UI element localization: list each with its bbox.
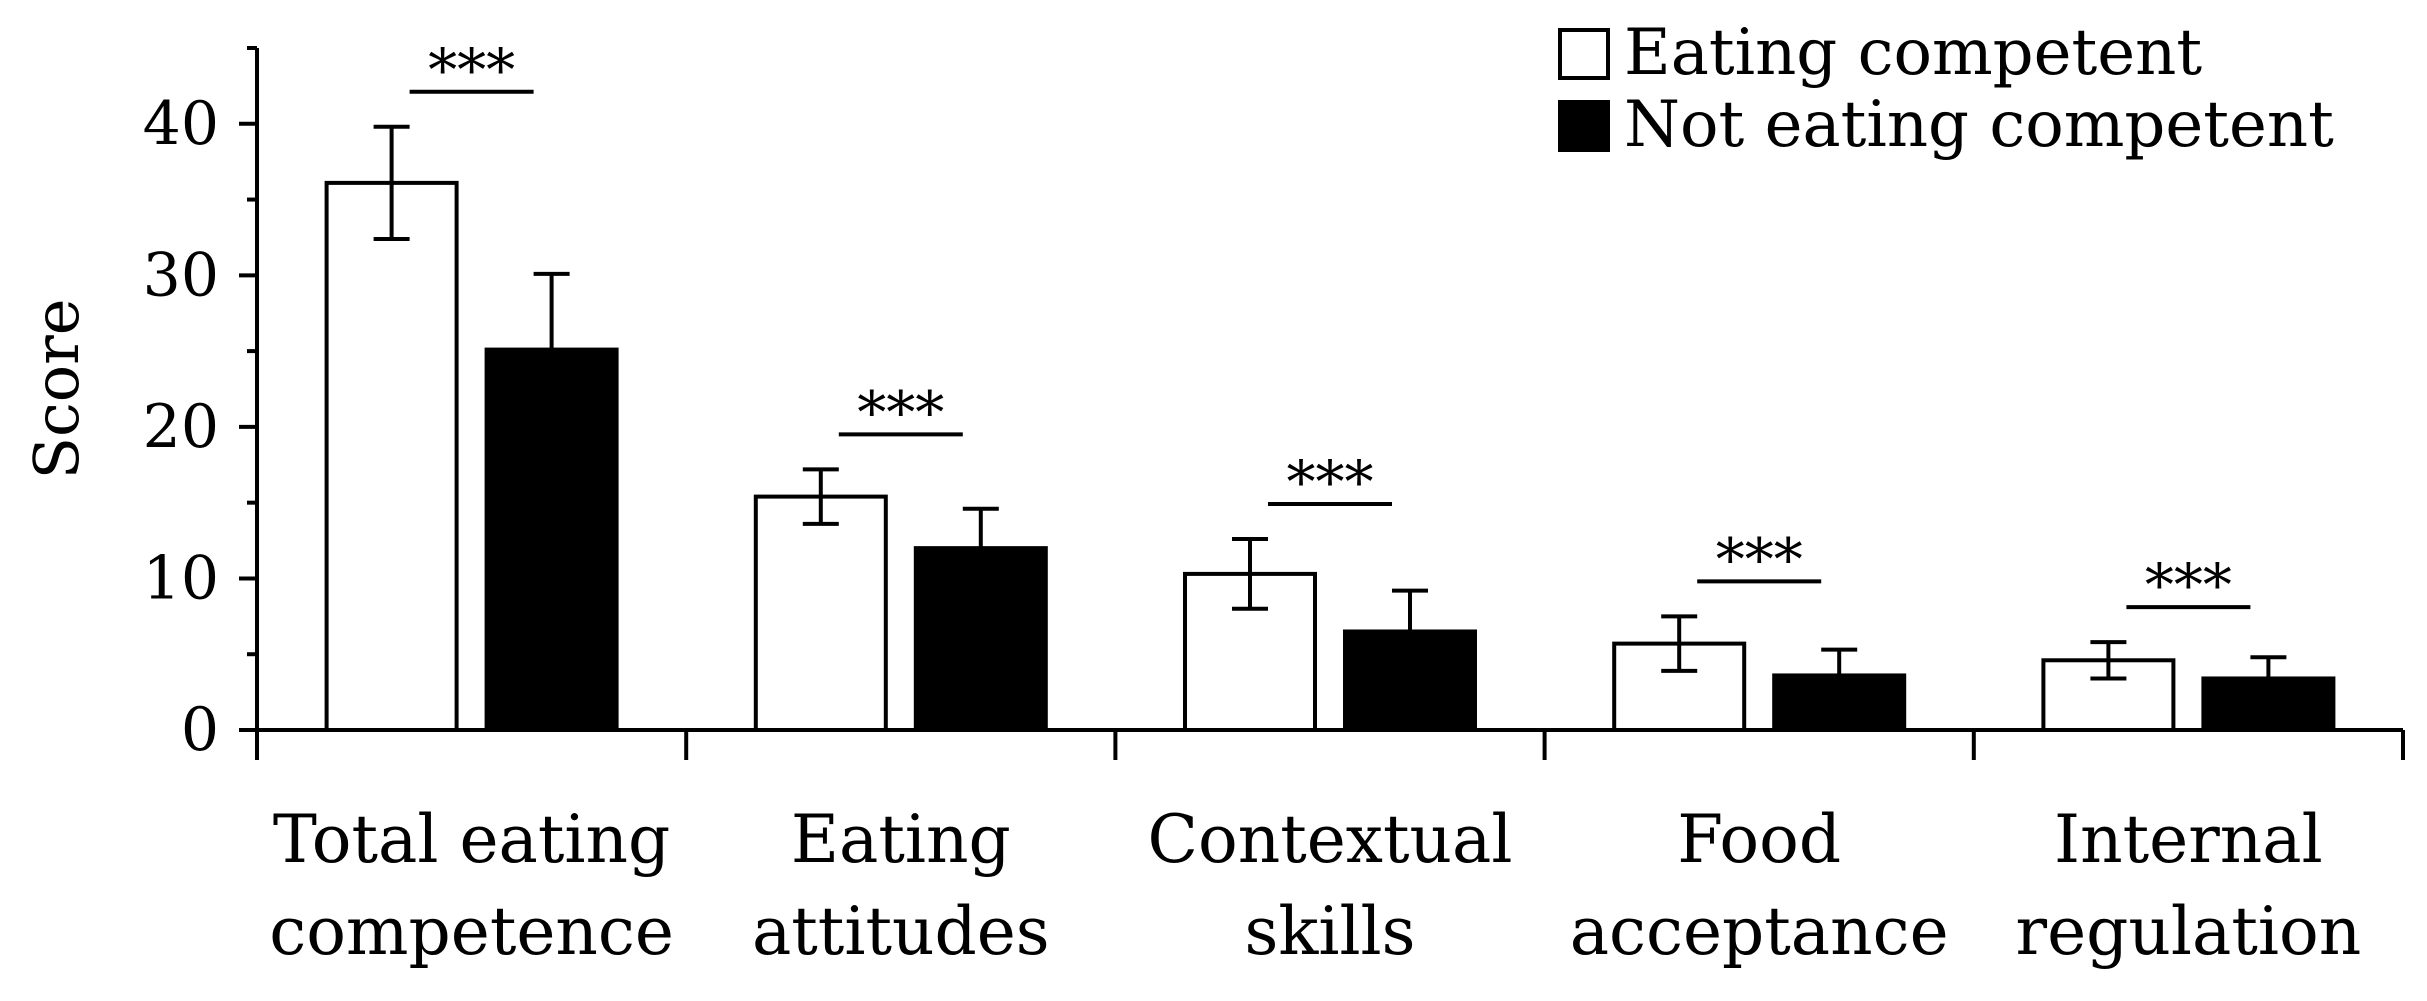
x-category-label: Eating (791, 801, 1011, 878)
x-category-label: competence (269, 893, 674, 970)
bar-eating-competent (753, 494, 888, 732)
x-category-label: acceptance (1570, 893, 1949, 970)
x-category-label: Food (1677, 801, 1841, 878)
significance-marker: *** (857, 378, 944, 446)
legend-label-eating-competent: Eating competent (1624, 16, 2202, 90)
y-tick-label: 30 (143, 240, 219, 310)
x-category-label: attitudes (752, 893, 1050, 970)
x-category-label: regulation (2016, 893, 2362, 970)
x-category-label: Total eating (273, 801, 670, 878)
y-tick-label: 20 (143, 392, 219, 462)
significance-marker: *** (2145, 551, 2232, 619)
y-tick-label: 10 (143, 543, 219, 613)
x-category-label: Contextual (1147, 801, 1512, 878)
legend-swatch-eating-competent (1558, 28, 1610, 80)
significance-marker: *** (428, 36, 515, 104)
significance-marker: *** (1716, 525, 1803, 593)
y-tick-label: 40 (143, 89, 219, 159)
legend-swatch-not-eating-competent (1558, 100, 1610, 152)
bar-eating-competent (324, 180, 459, 732)
legend-label-not-eating-competent: Not eating competent (1624, 88, 2334, 162)
x-category-label: skills (1244, 893, 1415, 970)
x-category-label: Internal (2054, 801, 2323, 878)
significance-marker: *** (1287, 448, 1374, 516)
y-tick-label: 0 (181, 695, 219, 765)
y-axis-title: Score (20, 299, 93, 480)
